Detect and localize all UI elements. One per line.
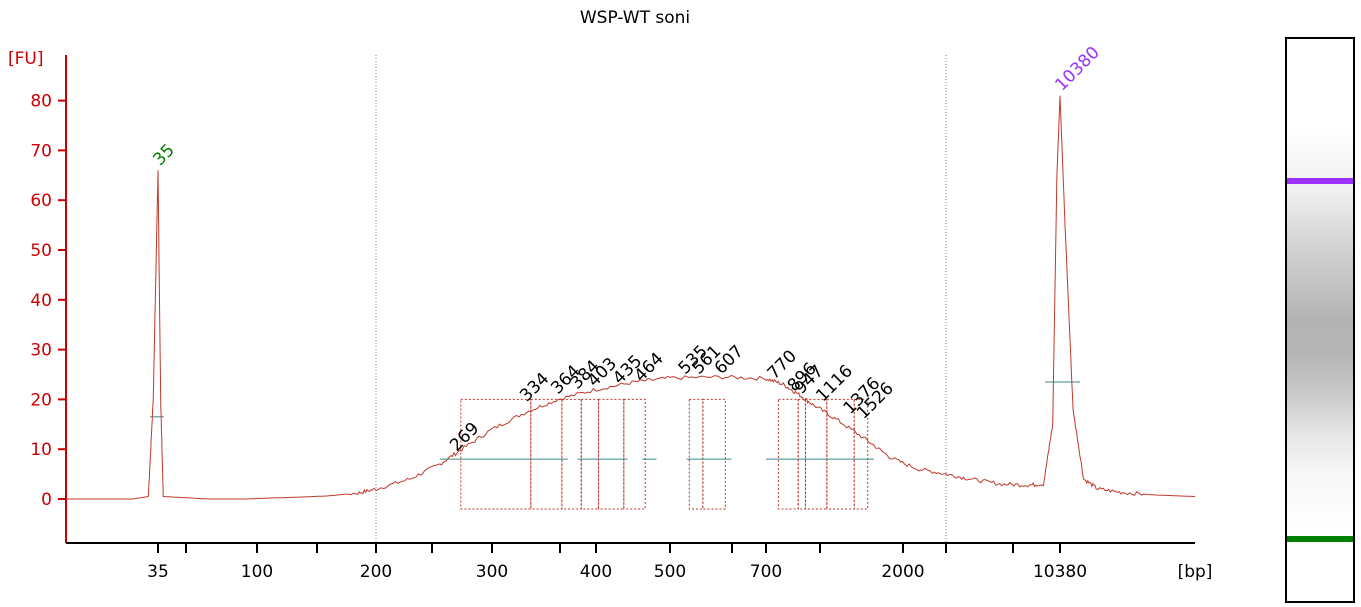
- x-tick-label: 200: [360, 562, 392, 582]
- peak-region-box: [702, 398, 726, 510]
- peak-region-box: [597, 398, 625, 510]
- x-tick-label: 300: [476, 562, 508, 582]
- y-tick-label: 40: [30, 291, 52, 311]
- upper-marker-band: [1287, 178, 1353, 184]
- x-tick-label: 2000: [881, 562, 924, 582]
- gel-smear: [1287, 129, 1353, 531]
- peak-region-box: [530, 398, 563, 510]
- peak-region-box: [797, 398, 806, 510]
- peak-size-label: 334: [516, 369, 553, 406]
- x-tick-label: 10380: [1033, 562, 1087, 582]
- y-tick-label: 0: [41, 490, 52, 510]
- peak-region-box: [460, 398, 532, 510]
- peak-region-box: [853, 398, 869, 510]
- marker-peak-label: 35: [149, 140, 178, 169]
- peak-region-box: [580, 398, 599, 510]
- chart-title: WSP-WT soni: [579, 8, 691, 28]
- y-tick-label: 30: [30, 341, 52, 361]
- x-axis-label: [bp]: [1178, 562, 1213, 582]
- y-tick-label: 50: [30, 241, 52, 261]
- y-tick-label: 20: [30, 390, 52, 410]
- peak-region-box: [688, 398, 704, 510]
- x-tick-label: 700: [750, 562, 782, 582]
- electropherogram-trace: [66, 95, 1196, 500]
- gel-lane: [1285, 37, 1355, 603]
- x-tick-label: 100: [241, 562, 273, 582]
- x-tick-label: 35: [147, 562, 169, 582]
- lower-marker-band: [1287, 536, 1353, 542]
- peak-size-label: 269: [446, 419, 483, 456]
- y-tick-label: 70: [30, 141, 52, 161]
- y-tick-label: 10: [30, 440, 52, 460]
- y-tick-label: 80: [30, 92, 52, 112]
- peak-region-box: [826, 398, 855, 510]
- peak-region-box: [561, 398, 582, 510]
- marker-peak-label: 10380: [1051, 43, 1103, 95]
- x-tick-label: 400: [580, 562, 612, 582]
- peak-region-box: [777, 398, 799, 510]
- x-tick-label: 500: [654, 562, 686, 582]
- peak-region-box: [623, 398, 646, 510]
- peak-region-box: [804, 398, 828, 510]
- y-axis-label: [FU]: [8, 49, 44, 69]
- peak-size-label: 464: [631, 349, 668, 386]
- y-tick-label: 60: [30, 191, 52, 211]
